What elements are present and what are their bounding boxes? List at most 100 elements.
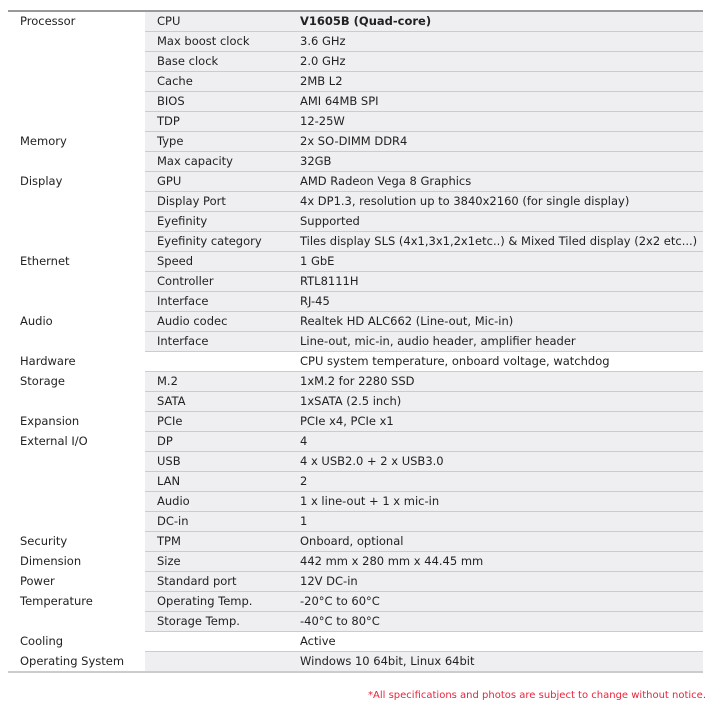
spec-row: LAN 2 xyxy=(8,471,703,492)
spec-category: Audio xyxy=(8,311,145,332)
spec-item: Eyefinity category xyxy=(145,231,290,252)
spec-row: Memory Type 2x SO-DIMM DDR4 xyxy=(8,131,703,152)
spec-row: Display GPU AMD Radeon Vega 8 Graphics xyxy=(8,171,703,192)
spec-row: Eyefinity category Tiles display SLS (4x1… xyxy=(8,231,703,252)
spec-value: Tiles display SLS (4x1,3x1,2x1etc..) & M… xyxy=(290,231,703,252)
spec-item: TDP xyxy=(145,111,290,132)
spec-item: Size xyxy=(145,551,290,572)
spec-category: Cooling xyxy=(8,631,145,652)
spec-row: Ethernet Speed 1 GbE xyxy=(8,251,703,272)
spec-item: CPU xyxy=(145,11,290,32)
spec-item xyxy=(145,351,290,372)
spec-value: Windows 10 64bit, Linux 64bit xyxy=(290,651,703,673)
spec-value: 4 x USB2.0 + 2 x USB3.0 xyxy=(290,451,703,472)
spec-row: Expansion PCIe PCIe x4, PCIe x1 xyxy=(8,411,703,432)
spec-item: Controller xyxy=(145,271,290,292)
spec-item: Max capacity xyxy=(145,151,290,172)
spec-item: Display Port xyxy=(145,191,290,212)
spec-value: PCIe x4, PCIe x1 xyxy=(290,411,703,432)
spec-item: LAN xyxy=(145,471,290,492)
spec-value: AMD Radeon Vega 8 Graphics xyxy=(290,171,703,192)
spec-category xyxy=(8,31,145,52)
spec-value: 442 mm x 280 mm x 44.45 mm xyxy=(290,551,703,572)
spec-item: Speed xyxy=(145,251,290,272)
spec-category: Operating System xyxy=(8,651,145,672)
disclaimer-note: *All specifications and photos are subje… xyxy=(368,690,706,701)
spec-value: Active xyxy=(290,631,703,652)
spec-row: External I/O DP 4 xyxy=(8,431,703,452)
spec-row: DC-in 1 xyxy=(8,511,703,532)
spec-item: Eyefinity xyxy=(145,211,290,232)
spec-row: Operating System Windows 10 64bit, Linux … xyxy=(8,651,703,673)
spec-category xyxy=(8,211,145,232)
spec-category: Memory xyxy=(8,131,145,152)
spec-item: Type xyxy=(145,131,290,152)
spec-item: USB xyxy=(145,451,290,472)
spec-item: Cache xyxy=(145,71,290,92)
spec-value: Realtek HD ALC662 (Line-out, Mic-in) xyxy=(290,311,703,332)
spec-value: Line-out, mic-in, audio header, amplifie… xyxy=(290,331,703,352)
spec-row: Hardware CPU system temperature, onboard … xyxy=(8,351,703,372)
spec-item: SATA xyxy=(145,391,290,412)
spec-value: 1 GbE xyxy=(290,251,703,272)
spec-category xyxy=(8,151,145,172)
spec-row: BIOS AMI 64MB SPI xyxy=(8,91,703,112)
spec-item: Interface xyxy=(145,291,290,312)
spec-value: 4x DP1.3, resolution up to 3840x2160 (fo… xyxy=(290,191,703,212)
spec-row: Storage Temp. -40°C to 80°C xyxy=(8,611,703,632)
spec-value: 1xSATA (2.5 inch) xyxy=(290,391,703,412)
spec-category xyxy=(8,191,145,212)
spec-item: M.2 xyxy=(145,371,290,392)
spec-category xyxy=(8,491,145,512)
spec-category: Dimension xyxy=(8,551,145,572)
spec-value: 2 xyxy=(290,471,703,492)
spec-category xyxy=(8,511,145,532)
spec-item xyxy=(145,631,290,652)
spec-item: BIOS xyxy=(145,91,290,112)
spec-item: Operating Temp. xyxy=(145,591,290,612)
spec-item: GPU xyxy=(145,171,290,192)
spec-item: PCIe xyxy=(145,411,290,432)
spec-item: DC-in xyxy=(145,511,290,532)
spec-row: Interface Line-out, mic-in, audio header,… xyxy=(8,331,703,352)
spec-row: Security TPM Onboard, optional xyxy=(8,531,703,552)
spec-item: Audio codec xyxy=(145,311,290,332)
spec-category xyxy=(8,51,145,72)
spec-row: Dimension Size 442 mm x 280 mm x 44.45 mm xyxy=(8,551,703,572)
spec-value: 12-25W xyxy=(290,111,703,132)
spec-value: AMI 64MB SPI xyxy=(290,91,703,112)
spec-value: 2.0 GHz xyxy=(290,51,703,72)
spec-row: Controller RTL8111H xyxy=(8,271,703,292)
spec-row: Storage M.2 1xM.2 for 2280 SSD xyxy=(8,371,703,392)
spec-item: Base clock xyxy=(145,51,290,72)
spec-value: Onboard, optional xyxy=(290,531,703,552)
spec-category: Security xyxy=(8,531,145,552)
spec-value: -20°C to 60°C xyxy=(290,591,703,612)
spec-row: Cooling Active xyxy=(8,631,703,652)
spec-row: SATA 1xSATA (2.5 inch) xyxy=(8,391,703,412)
spec-category: External I/O xyxy=(8,431,145,452)
spec-row: TDP 12-25W xyxy=(8,111,703,132)
spec-value: 32GB xyxy=(290,151,703,172)
spec-item: Interface xyxy=(145,331,290,352)
spec-category: Ethernet xyxy=(8,251,145,272)
spec-row: Base clock 2.0 GHz xyxy=(8,51,703,72)
spec-value: 2x SO-DIMM DDR4 xyxy=(290,131,703,152)
spec-category xyxy=(8,111,145,132)
spec-value: Supported xyxy=(290,211,703,232)
spec-row: Audio Audio codec Realtek HD ALC662 (Line-… xyxy=(8,311,703,332)
spec-category: Power xyxy=(8,571,145,592)
spec-item xyxy=(145,651,290,673)
spec-category xyxy=(8,231,145,252)
spec-value: RJ-45 xyxy=(290,291,703,312)
spec-item: TPM xyxy=(145,531,290,552)
spec-value: RTL8111H xyxy=(290,271,703,292)
spec-category xyxy=(8,291,145,312)
spec-row: Cache 2MB L2 xyxy=(8,71,703,92)
spec-value: 1xM.2 for 2280 SSD xyxy=(290,371,703,392)
spec-value: V1605B (Quad-core) xyxy=(290,11,703,32)
spec-item: Max boost clock xyxy=(145,31,290,52)
spec-category: Temperature xyxy=(8,591,145,612)
spec-row: Interface RJ-45 xyxy=(8,291,703,312)
spec-value: 3.6 GHz xyxy=(290,31,703,52)
